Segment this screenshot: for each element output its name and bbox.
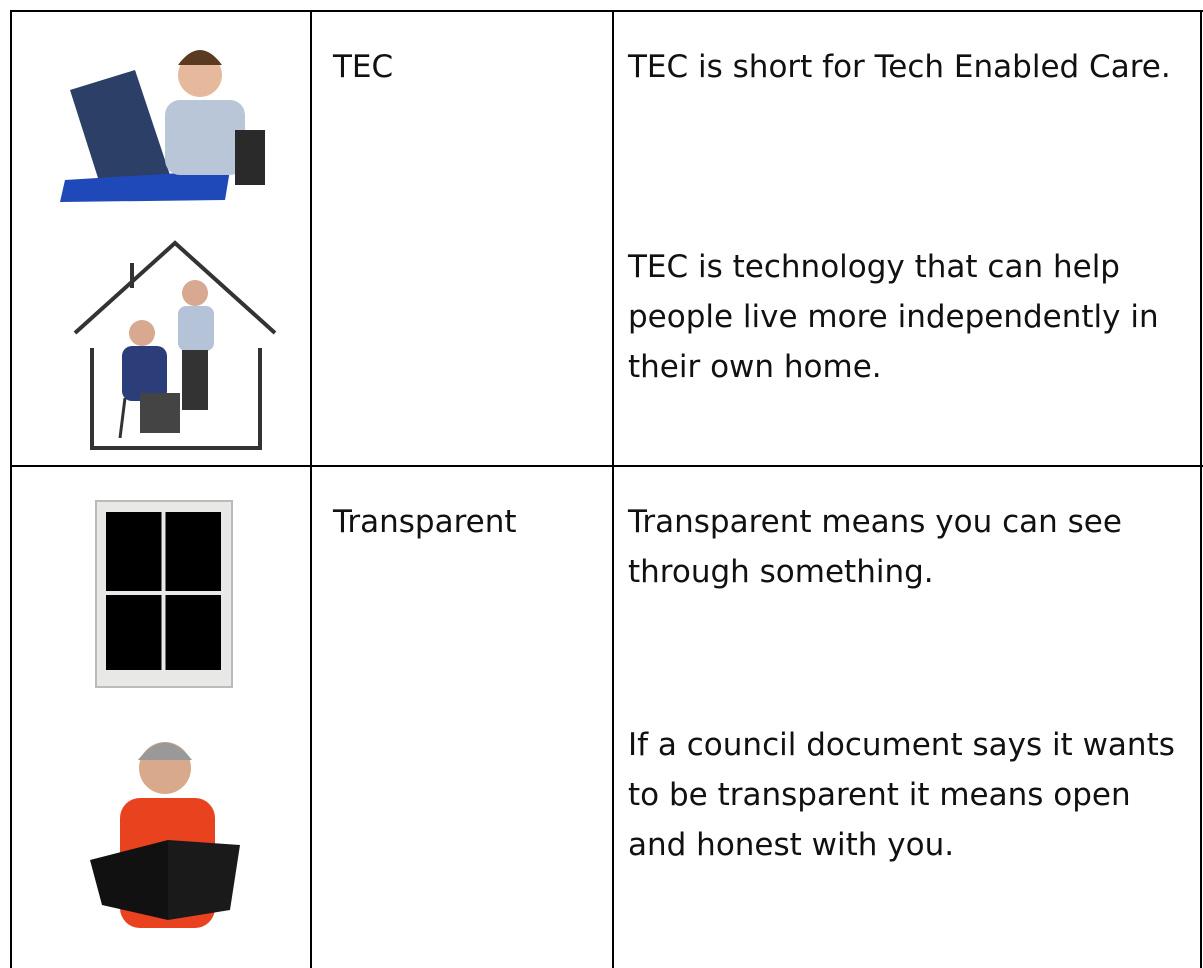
column-divider bbox=[612, 10, 614, 968]
definition: TEC is technology that can help people l… bbox=[628, 249, 1159, 385]
column-divider bbox=[310, 10, 312, 968]
window-illustration bbox=[95, 500, 233, 688]
laptop-illustration bbox=[60, 50, 265, 202]
term: TEC bbox=[333, 49, 394, 85]
table-border bbox=[1200, 10, 1202, 968]
definition: Transparent means you can see through so… bbox=[628, 504, 1122, 590]
table-border bbox=[10, 10, 12, 968]
table-border bbox=[10, 10, 1203, 12]
row-divider bbox=[10, 465, 1203, 467]
home-illustration bbox=[73, 240, 277, 450]
term: Transparent bbox=[333, 504, 517, 540]
reader-illustration bbox=[90, 742, 240, 928]
definition: TEC is short for Tech Enabled Care. bbox=[628, 49, 1171, 85]
definition: If a council document says it wants to b… bbox=[628, 727, 1175, 863]
